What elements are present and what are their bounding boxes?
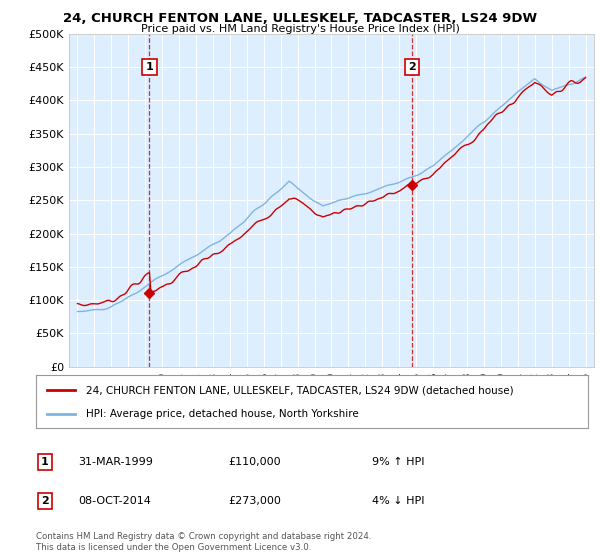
Text: 2: 2 <box>408 62 416 72</box>
Text: 08-OCT-2014: 08-OCT-2014 <box>78 496 151 506</box>
Text: Price paid vs. HM Land Registry's House Price Index (HPI): Price paid vs. HM Land Registry's House … <box>140 24 460 34</box>
Text: Contains HM Land Registry data © Crown copyright and database right 2024.
This d: Contains HM Land Registry data © Crown c… <box>36 532 371 552</box>
Text: 2: 2 <box>41 496 49 506</box>
Text: £273,000: £273,000 <box>228 496 281 506</box>
Text: HPI: Average price, detached house, North Yorkshire: HPI: Average price, detached house, Nort… <box>86 408 358 418</box>
Text: 4% ↓ HPI: 4% ↓ HPI <box>372 496 425 506</box>
Text: 24, CHURCH FENTON LANE, ULLESKELF, TADCASTER, LS24 9DW: 24, CHURCH FENTON LANE, ULLESKELF, TADCA… <box>63 12 537 25</box>
Text: 1: 1 <box>41 457 49 467</box>
Text: 31-MAR-1999: 31-MAR-1999 <box>78 457 153 467</box>
Text: £110,000: £110,000 <box>228 457 281 467</box>
Text: 1: 1 <box>146 62 154 72</box>
Text: 24, CHURCH FENTON LANE, ULLESKELF, TADCASTER, LS24 9DW (detached house): 24, CHURCH FENTON LANE, ULLESKELF, TADCA… <box>86 385 514 395</box>
Text: 9% ↑ HPI: 9% ↑ HPI <box>372 457 425 467</box>
